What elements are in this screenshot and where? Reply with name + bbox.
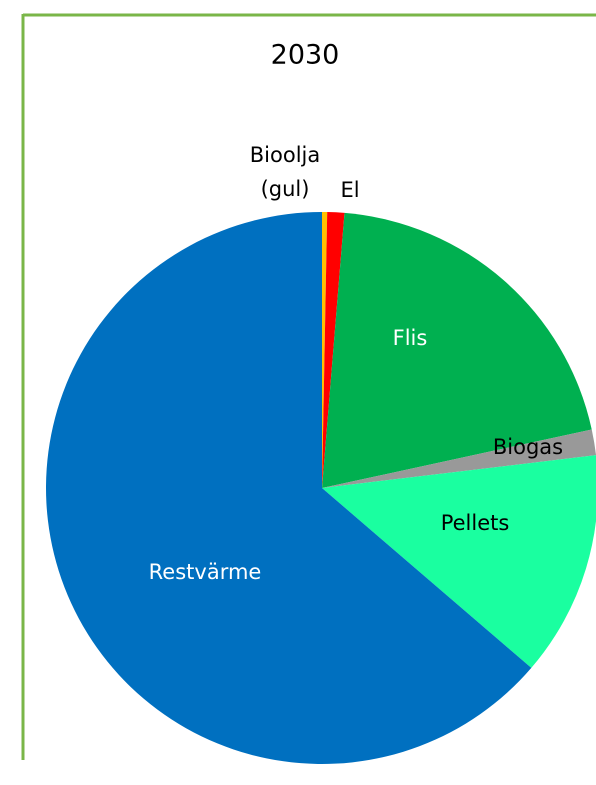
slice-label: Pellets [440, 511, 510, 535]
slice-label: Restvärme [148, 560, 262, 584]
pie-slice [322, 212, 592, 488]
chart-title: 2030 [271, 40, 340, 71]
slice-label: Flis [392, 326, 428, 350]
pie-slice [322, 455, 596, 668]
pie-slice [46, 212, 532, 765]
slice-label: Bioolja (gul) [249, 143, 321, 201]
pie-slice [322, 212, 328, 488]
slice-label: Biogas [492, 435, 564, 459]
pie-slice [322, 429, 596, 488]
pie-slice [322, 212, 345, 489]
slice-label: El [340, 178, 360, 202]
